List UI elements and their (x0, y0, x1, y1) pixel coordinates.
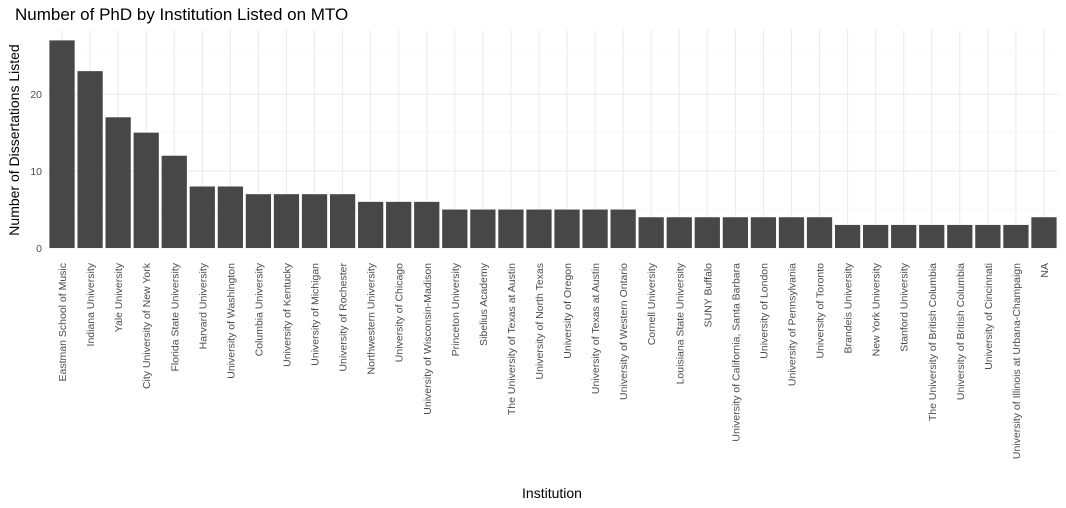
x-tick-label: Indiana University (85, 262, 97, 346)
y-tick-label: 20 (30, 89, 42, 101)
bar (161, 155, 187, 248)
x-tick-label: University of London (758, 263, 770, 359)
x-axis-ticks: Eastman School of Music Indiana Universit… (57, 262, 1051, 459)
x-tick-label: University of Western Ontario (618, 263, 630, 400)
bar (834, 224, 861, 248)
bar (722, 217, 748, 248)
bar (975, 224, 1001, 248)
x-tick-label: University of Toronto (815, 263, 827, 359)
bar (863, 224, 889, 248)
bar (329, 194, 356, 248)
x-tick-label: University of British Columbia (955, 263, 967, 400)
bar (133, 132, 159, 248)
bar (750, 217, 777, 248)
x-tick-label: University of Michigan (310, 263, 322, 366)
y-axis-title: Number of Dissertations Listed (6, 44, 22, 235)
bar (666, 217, 692, 248)
x-tick-label: Brandeis University (843, 262, 855, 353)
x-tick-label: University of Rochester (338, 263, 350, 372)
bar (105, 117, 131, 249)
bar (947, 224, 973, 248)
x-tick-label: Stanford University (899, 262, 911, 351)
bar (582, 209, 608, 248)
x-tick-label: University of California, Santa Barbara (730, 263, 742, 442)
x-tick-label: Sibelius Academy (478, 262, 490, 346)
bar (217, 186, 243, 248)
x-tick-label: NA (1039, 263, 1051, 278)
x-tick-label: Columbia University (253, 262, 265, 356)
x-tick-label: University of Wisconsin-Madison (422, 263, 434, 415)
x-axis-title: Institution (522, 485, 582, 501)
x-tick-label: Harvard University (197, 262, 209, 349)
bar (301, 194, 328, 248)
y-axis-ticks: 0 10 20 (30, 89, 42, 255)
x-tick-label: The University of Texas at Austin (506, 263, 518, 415)
x-tick-label: Northwestern University (366, 262, 378, 374)
y-tick-label: 10 (30, 166, 42, 178)
bar (638, 217, 664, 248)
x-tick-label: University of Chicago (394, 263, 406, 362)
bar (778, 217, 805, 248)
bar (414, 201, 440, 248)
bar (891, 224, 917, 248)
x-tick-label: Cornell University (646, 262, 658, 345)
bar (77, 71, 103, 248)
x-tick-label: Princeton University (450, 262, 462, 356)
x-tick-label: University of Kentucky (281, 262, 293, 367)
x-tick-label: New York University (871, 262, 883, 356)
bar (49, 40, 75, 248)
bars-group (49, 40, 1057, 249)
chart-title: Number of PhD by Institution Listed on M… (15, 5, 348, 24)
x-tick-label: University of North Texas (534, 263, 546, 380)
x-tick-label: University of Pennsylvania (786, 263, 798, 386)
bar (1003, 224, 1029, 248)
x-tick-label: University of Washington (225, 263, 237, 379)
x-tick-label: University of Oregon (562, 263, 574, 359)
x-tick-label: University of Texas at Austin (590, 263, 602, 394)
bar (273, 194, 300, 248)
x-tick-label: Florida State University (169, 262, 181, 371)
bar (245, 194, 272, 248)
bar (526, 209, 552, 248)
y-tick-label: 0 (36, 243, 42, 255)
bar (442, 209, 468, 248)
bar (498, 209, 524, 248)
bar (919, 224, 945, 248)
bar (610, 209, 636, 248)
x-tick-label: University of Cincinnati (983, 263, 995, 370)
x-tick-label: Yale University (113, 262, 125, 332)
bar (694, 217, 720, 248)
bar (470, 209, 496, 248)
x-tick-label: City University of New York (141, 262, 153, 389)
x-tick-label: SUNY Buffalo (702, 263, 714, 328)
x-tick-label: Louisiana State University (674, 262, 686, 384)
x-tick-label: The University of British Columbia (927, 263, 939, 421)
x-tick-label: Eastman School of Music (57, 263, 69, 381)
bar (189, 186, 215, 248)
bar (1031, 217, 1057, 248)
bar (806, 217, 833, 248)
bar (358, 201, 384, 248)
bar (386, 201, 412, 248)
x-tick-label: University of Illinois at Urbana-Champai… (1011, 263, 1023, 459)
bar (554, 209, 580, 248)
